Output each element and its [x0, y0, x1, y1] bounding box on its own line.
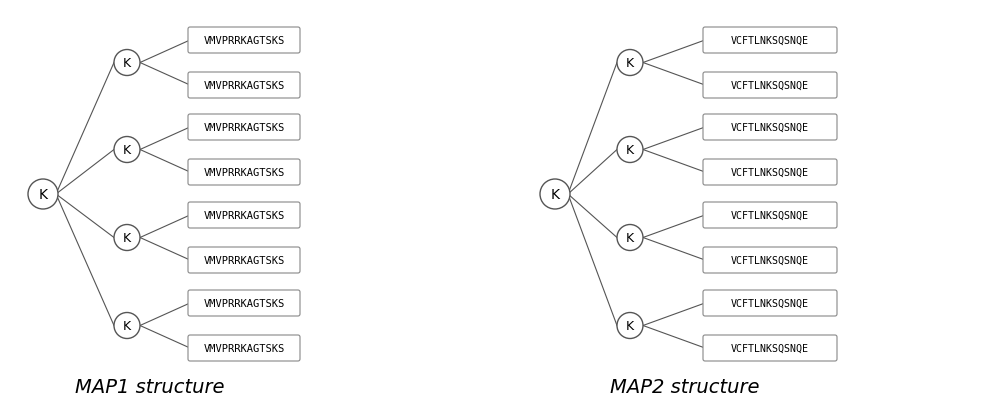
Circle shape	[617, 50, 643, 76]
Circle shape	[540, 179, 570, 209]
FancyBboxPatch shape	[188, 160, 300, 185]
Circle shape	[114, 225, 140, 251]
Text: K: K	[626, 144, 634, 157]
Text: VMVPRRKAGTSKS: VMVPRRKAGTSKS	[203, 298, 285, 308]
FancyBboxPatch shape	[703, 202, 837, 228]
FancyBboxPatch shape	[188, 335, 300, 361]
Text: K: K	[123, 231, 131, 244]
Text: VMVPRRKAGTSKS: VMVPRRKAGTSKS	[203, 211, 285, 220]
Circle shape	[617, 137, 643, 163]
FancyBboxPatch shape	[188, 247, 300, 273]
Text: K: K	[626, 57, 634, 70]
Text: VCFTLNKSQSNQE: VCFTLNKSQSNQE	[731, 211, 809, 220]
Text: VCFTLNKSQSNQE: VCFTLNKSQSNQE	[731, 343, 809, 353]
Text: VCFTLNKSQSNQE: VCFTLNKSQSNQE	[731, 256, 809, 265]
FancyBboxPatch shape	[703, 73, 837, 99]
Text: MAP1 structure: MAP1 structure	[75, 377, 225, 396]
Text: K: K	[550, 188, 560, 202]
Circle shape	[114, 313, 140, 339]
Text: VCFTLNKSQSNQE: VCFTLNKSQSNQE	[731, 36, 809, 46]
Text: VMVPRRKAGTSKS: VMVPRRKAGTSKS	[203, 256, 285, 265]
FancyBboxPatch shape	[703, 115, 837, 141]
Text: K: K	[626, 231, 634, 244]
Text: VCFTLNKSQSNQE: VCFTLNKSQSNQE	[731, 123, 809, 133]
FancyBboxPatch shape	[703, 290, 837, 316]
Text: VMVPRRKAGTSKS: VMVPRRKAGTSKS	[203, 36, 285, 46]
Text: MAP2 structure: MAP2 structure	[610, 377, 760, 396]
Text: K: K	[123, 57, 131, 70]
Text: K: K	[123, 144, 131, 157]
FancyBboxPatch shape	[703, 247, 837, 273]
FancyBboxPatch shape	[703, 335, 837, 361]
Text: K: K	[123, 319, 131, 332]
Text: VMVPRRKAGTSKS: VMVPRRKAGTSKS	[203, 168, 285, 177]
Text: VCFTLNKSQSNQE: VCFTLNKSQSNQE	[731, 81, 809, 91]
Circle shape	[28, 179, 58, 209]
FancyBboxPatch shape	[188, 115, 300, 141]
Circle shape	[617, 313, 643, 339]
FancyBboxPatch shape	[703, 28, 837, 54]
Text: VMVPRRKAGTSKS: VMVPRRKAGTSKS	[203, 81, 285, 91]
Text: VMVPRRKAGTSKS: VMVPRRKAGTSKS	[203, 343, 285, 353]
Text: VMVPRRKAGTSKS: VMVPRRKAGTSKS	[203, 123, 285, 133]
Text: VCFTLNKSQSNQE: VCFTLNKSQSNQE	[731, 168, 809, 177]
FancyBboxPatch shape	[703, 160, 837, 185]
Text: K: K	[626, 319, 634, 332]
Circle shape	[617, 225, 643, 251]
Text: VCFTLNKSQSNQE: VCFTLNKSQSNQE	[731, 298, 809, 308]
FancyBboxPatch shape	[188, 290, 300, 316]
Text: K: K	[38, 188, 48, 202]
FancyBboxPatch shape	[188, 202, 300, 228]
Circle shape	[114, 137, 140, 163]
FancyBboxPatch shape	[188, 73, 300, 99]
Circle shape	[114, 50, 140, 76]
FancyBboxPatch shape	[188, 28, 300, 54]
